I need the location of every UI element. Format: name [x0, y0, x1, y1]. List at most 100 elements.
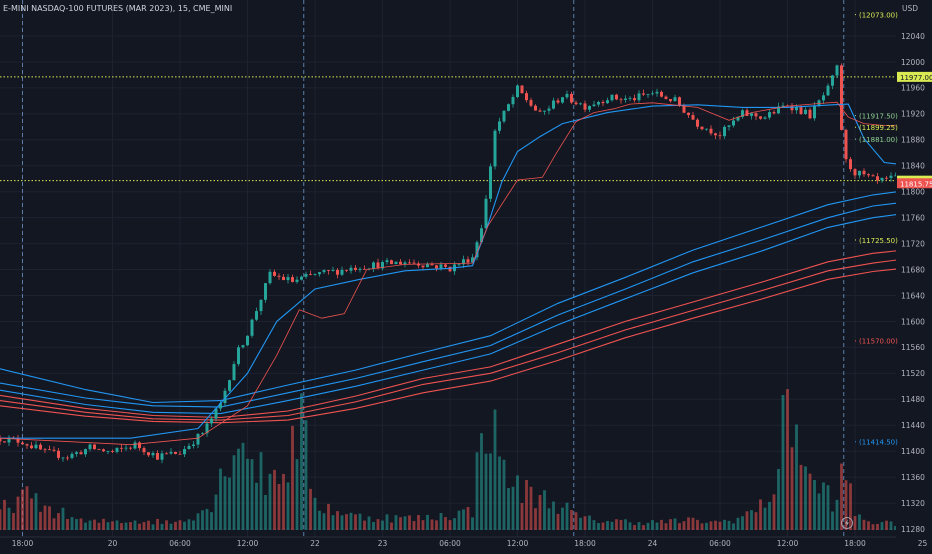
currency-label: USD: [902, 4, 918, 13]
candle-body: [385, 260, 389, 263]
candle-body: [574, 102, 578, 105]
price-tag: [897, 178, 932, 189]
candle-body: [723, 126, 726, 137]
price-axis[interactable]: 12040 12000 11960 11920 11880 11840 11800 11760…: [901, 32, 925, 534]
candle-body: [399, 261, 402, 265]
volume-bar: [358, 513, 362, 530]
volume-bar: [30, 498, 33, 530]
volume-bar: [511, 486, 515, 530]
time-tick-label: 06:00: [439, 539, 461, 548]
time-tick-label: 20: [108, 539, 118, 548]
volume-bar: [790, 447, 794, 530]
time-axis[interactable]: 18:00 20 06:00 12:00 22 23 06:00 12:00 18:00 24 06…: [0, 536, 927, 548]
volume-bar: [750, 510, 753, 530]
candle-body: [142, 448, 146, 453]
candle-body: [372, 262, 375, 269]
candle-body: [795, 107, 798, 111]
volume-bar: [223, 476, 227, 530]
candle-body: [160, 453, 164, 460]
volume-bar: [84, 522, 87, 530]
volume-bar: [390, 522, 393, 530]
volume-bar: [696, 519, 699, 530]
candle-body: [21, 442, 24, 445]
candle-body: [732, 120, 735, 126]
candle-body: [817, 100, 821, 106]
level-label: (11917.50): [859, 112, 898, 120]
candle-body: [480, 228, 483, 243]
volume-bar: [372, 521, 375, 530]
candle-body: [88, 444, 92, 450]
candle-body: [259, 299, 263, 312]
candle-body: [151, 452, 155, 456]
volume-bar: [705, 522, 708, 530]
volume-bar: [21, 489, 24, 530]
volume-bar: [367, 516, 371, 530]
candle-body: [466, 259, 470, 263]
price-tick-label: 11480: [901, 395, 925, 404]
volume-bar: [493, 409, 497, 530]
candle-body: [313, 274, 317, 276]
candle-body: [844, 129, 848, 160]
candle-body: [322, 270, 326, 273]
price-tick-label: 11880: [901, 136, 925, 145]
candle-body: [282, 276, 285, 281]
volume-bar: [570, 510, 573, 530]
candle-body: [597, 102, 600, 105]
candle-body: [534, 105, 537, 111]
volume-bar: [277, 483, 281, 530]
candle-body: [538, 110, 542, 112]
volume-bar: [475, 452, 479, 530]
price-tick-label: 11320: [901, 499, 925, 508]
candle-body: [183, 448, 186, 455]
volume-bar: [79, 518, 83, 530]
volume-bar: [817, 493, 821, 530]
candle-body: [354, 267, 357, 270]
volume-bar: [232, 455, 236, 530]
candle-body: [30, 445, 33, 449]
volume-bar: [525, 480, 528, 530]
candle-body: [826, 85, 830, 96]
volume-bar: [48, 506, 51, 530]
volume-bar: [435, 520, 438, 530]
lightning-icon[interactable]: [841, 517, 853, 529]
candle-body: [394, 261, 398, 265]
volume-bar: [840, 463, 843, 530]
volume-bar: [43, 505, 47, 530]
volume-bar: [61, 507, 65, 530]
volume-bar: [871, 524, 875, 530]
volume-bar: [772, 494, 776, 530]
candle-body: [304, 274, 308, 277]
volume-bar: [637, 522, 641, 530]
candle-body: [804, 109, 807, 114]
candle-body: [264, 283, 267, 300]
volume-bar: [412, 521, 416, 530]
candle-body: [250, 319, 254, 336]
candle-body: [412, 262, 416, 264]
volume-bar: [381, 520, 384, 530]
volume-bar: [318, 510, 321, 530]
price-tick-label: 12000: [901, 58, 925, 67]
volume-bar: [250, 459, 254, 530]
volume-bar: [133, 520, 137, 530]
candle-body: [39, 444, 42, 450]
volume-bar: [588, 515, 591, 530]
volume-bar: [39, 511, 42, 530]
candle-body: [228, 380, 231, 391]
candle-body: [660, 91, 663, 97]
candle-body: [268, 271, 272, 284]
volume-bar: [619, 519, 623, 530]
volume-bar: [183, 521, 186, 530]
candle-body: [291, 277, 294, 282]
volume-bar: [165, 520, 168, 530]
volume-bar: [282, 473, 285, 530]
volume-bar: [205, 508, 209, 530]
candle-body: [552, 100, 555, 109]
volume-bar: [844, 480, 848, 530]
volume-bar: [52, 518, 56, 530]
candle-body: [529, 100, 533, 106]
volume-bar: [336, 511, 339, 530]
candle-body: [300, 276, 303, 280]
candle-body: [471, 257, 474, 263]
